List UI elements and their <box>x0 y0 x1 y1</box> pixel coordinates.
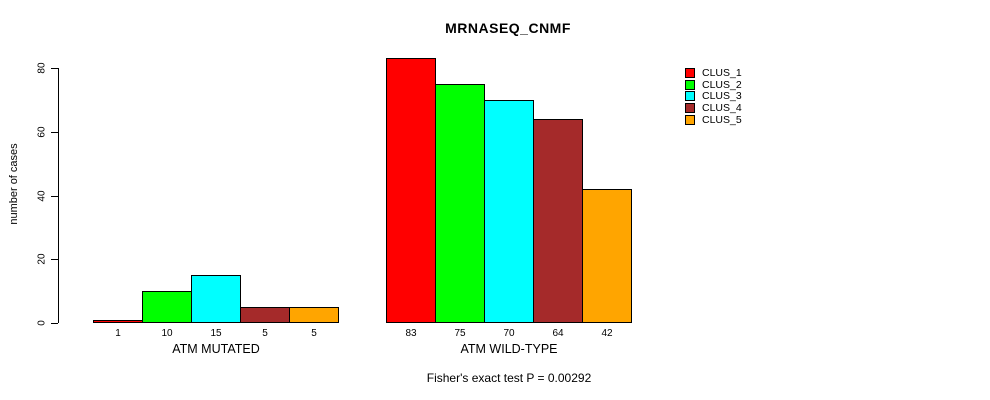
bar-value-label: 10 <box>161 328 173 339</box>
y-axis-title: number of cases <box>8 143 20 225</box>
bar-clus_2-group2 <box>435 84 485 323</box>
bar-clus_1-group1 <box>93 320 143 323</box>
bar-value-label: 64 <box>552 328 564 339</box>
y-tick-label: 20 <box>36 253 48 265</box>
bar-value-label: 83 <box>405 328 417 339</box>
chart-title: MRNASEQ_CNMF <box>445 20 571 36</box>
stat-annotation: Fisher's exact test P = 0.00292 <box>426 371 592 385</box>
group-label-atm-mutated: ATM MUTATED <box>172 342 260 356</box>
y-tick-mark <box>51 132 58 133</box>
y-tick-mark <box>51 196 58 197</box>
y-tick-mark <box>51 259 58 260</box>
legend-label-clus_2: CLUS_2 <box>702 79 742 91</box>
bar-clus_4-group1 <box>240 307 290 323</box>
group-label-atm-wild-type: ATM WILD-TYPE <box>460 342 558 356</box>
bar-clus_2-group1 <box>142 291 192 323</box>
bar-value-label: 42 <box>601 328 613 339</box>
legend-label-clus_3: CLUS_3 <box>702 90 742 102</box>
legend-swatch-clus_3 <box>685 91 695 101</box>
bar-clus_5-group2 <box>582 189 632 323</box>
bar-value-label: 75 <box>454 328 466 339</box>
legend-label-clus_1: CLUS_1 <box>702 67 742 79</box>
bar-clus_1-group2 <box>386 58 436 323</box>
legend-swatch-clus_2 <box>685 80 695 90</box>
bar-clus_5-group1 <box>289 307 339 323</box>
y-tick-mark <box>51 68 58 69</box>
legend-label-clus_5: CLUS_5 <box>702 114 742 126</box>
y-axis-line <box>58 68 59 323</box>
bar-clus_4-group2 <box>533 119 583 323</box>
legend-swatch-clus_4 <box>685 103 695 113</box>
y-tick-label: 80 <box>36 62 48 74</box>
bar-value-label: 5 <box>311 328 317 339</box>
legend-swatch-clus_5 <box>685 115 695 125</box>
legend-swatch-clus_1 <box>685 68 695 78</box>
y-tick-label: 0 <box>36 320 48 326</box>
y-tick-mark <box>51 323 58 324</box>
bar-value-label: 1 <box>115 328 121 339</box>
y-tick-label: 60 <box>36 126 48 138</box>
bar-value-label: 5 <box>262 328 268 339</box>
bar-clus_3-group1 <box>191 275 241 323</box>
bar-value-label: 15 <box>210 328 222 339</box>
bar-clus_3-group2 <box>484 100 534 323</box>
y-tick-label: 40 <box>36 190 48 202</box>
legend-label-clus_4: CLUS_4 <box>702 102 742 114</box>
bar-value-label: 70 <box>503 328 515 339</box>
